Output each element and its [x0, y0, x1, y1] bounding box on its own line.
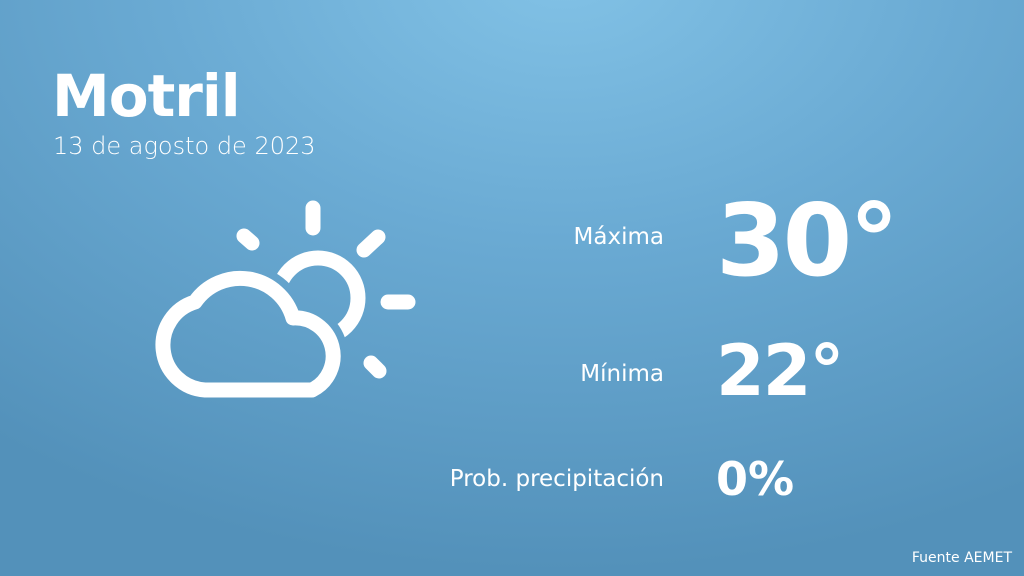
- max-temp-label: Máxima: [573, 224, 664, 250]
- city-title: Motril: [52, 62, 241, 130]
- precip-value: 0%: [716, 452, 795, 506]
- precip-label: Prob. precipitación: [449, 466, 664, 492]
- source-credit: Fuente AEMET: [911, 550, 1012, 566]
- min-temp-value: 22°: [716, 330, 844, 412]
- forecast-date: 13 de agosto de 2023: [53, 132, 316, 160]
- max-temp-value: 30°: [716, 182, 899, 299]
- min-temp-label: Mínima: [580, 361, 664, 387]
